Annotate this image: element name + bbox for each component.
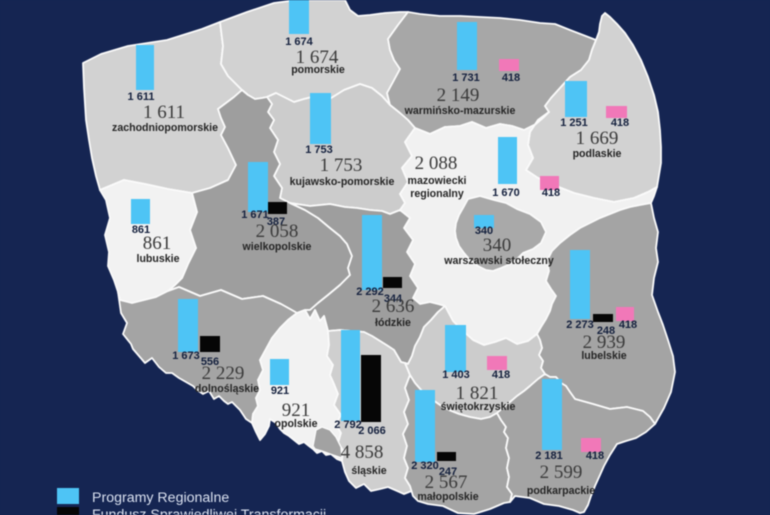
svg-text:lubelskie: lubelskie (581, 350, 626, 362)
svg-text:śląskie: śląskie (351, 465, 386, 477)
svg-text:340: 340 (475, 225, 493, 237)
svg-text:418: 418 (619, 319, 637, 331)
svg-text:1 753: 1 753 (305, 144, 333, 156)
svg-text:418: 418 (586, 450, 604, 462)
svg-text:418: 418 (542, 187, 560, 199)
svg-text:2 567: 2 567 (425, 472, 468, 493)
svg-text:1 674: 1 674 (285, 36, 313, 48)
svg-text:340: 340 (483, 235, 512, 256)
svg-text:warszawski stołeczny: warszawski stołeczny (443, 255, 554, 267)
svg-text:1 611: 1 611 (128, 91, 155, 103)
svg-text:małopolskie: małopolskie (417, 491, 478, 503)
svg-text:2 792: 2 792 (334, 419, 362, 431)
svg-text:247: 247 (439, 466, 457, 478)
svg-text:1 669: 1 669 (576, 128, 619, 149)
svg-text:2 229: 2 229 (202, 363, 245, 384)
svg-text:2 058: 2 058 (256, 221, 299, 242)
svg-text:warmińsko-mazurskie: warmińsko-mazurskie (404, 105, 516, 117)
svg-text:1 403: 1 403 (442, 369, 470, 381)
svg-text:2 181: 2 181 (535, 450, 563, 462)
svg-text:2 273: 2 273 (566, 319, 594, 331)
svg-text:2 939: 2 939 (583, 332, 626, 353)
svg-text:1 671: 1 671 (241, 209, 269, 221)
svg-text:2 149: 2 149 (437, 85, 480, 106)
svg-text:świętokrzyskie: świętokrzyskie (441, 401, 516, 413)
svg-text:pomorskie: pomorskie (291, 64, 345, 76)
svg-text:kujawsko-pomorskie: kujawsko-pomorskie (290, 176, 395, 188)
svg-text:2 088: 2 088 (415, 153, 458, 174)
svg-text:861: 861 (143, 233, 172, 254)
svg-text:1 674: 1 674 (296, 47, 339, 68)
svg-text:1 731: 1 731 (452, 72, 480, 84)
svg-text:mazowiecki: mazowiecki (408, 175, 467, 187)
svg-text:418: 418 (492, 369, 510, 381)
svg-text:861: 861 (132, 224, 150, 236)
svg-text:344: 344 (384, 293, 403, 305)
svg-text:2 320: 2 320 (411, 460, 439, 472)
svg-text:2 066: 2 066 (358, 425, 386, 437)
svg-text:921: 921 (271, 385, 289, 397)
svg-text:Programy Regionalne: Programy Regionalne (92, 490, 229, 506)
svg-text:4 858: 4 858 (341, 442, 384, 463)
svg-text:248: 248 (597, 325, 615, 337)
svg-text:zachodniopomorskie: zachodniopomorskie (112, 122, 218, 134)
svg-text:418: 418 (611, 117, 629, 129)
svg-text:opolskie: opolskie (275, 418, 318, 430)
svg-text:wielkopolskie: wielkopolskie (242, 241, 312, 253)
svg-text:dolnośląskie: dolnośląskie (195, 383, 259, 395)
svg-text:556: 556 (201, 356, 219, 368)
svg-text:regionalny: regionalny (410, 188, 464, 200)
svg-text:Fundusz Sprawiedliwej Transfor: Fundusz Sprawiedliwej Transformacji (92, 507, 326, 515)
svg-text:2 292: 2 292 (356, 286, 384, 298)
svg-text:2 636: 2 636 (372, 296, 415, 317)
svg-text:1 611: 1 611 (143, 102, 185, 123)
svg-text:podkarpackie: podkarpackie (527, 485, 595, 497)
svg-text:418: 418 (502, 72, 520, 84)
svg-text:1 673: 1 673 (172, 350, 200, 362)
svg-text:1 821: 1 821 (456, 383, 499, 404)
svg-text:lubuskie: lubuskie (137, 253, 180, 265)
svg-text:1 670: 1 670 (492, 187, 520, 199)
svg-text:387: 387 (267, 216, 285, 228)
svg-text:podlaskie: podlaskie (573, 148, 622, 160)
svg-text:łódzkie: łódzkie (375, 317, 411, 329)
svg-text:1 753: 1 753 (320, 155, 363, 176)
svg-text:921: 921 (282, 400, 311, 421)
svg-text:2 599: 2 599 (540, 462, 583, 483)
svg-text:1 251: 1 251 (560, 117, 588, 129)
